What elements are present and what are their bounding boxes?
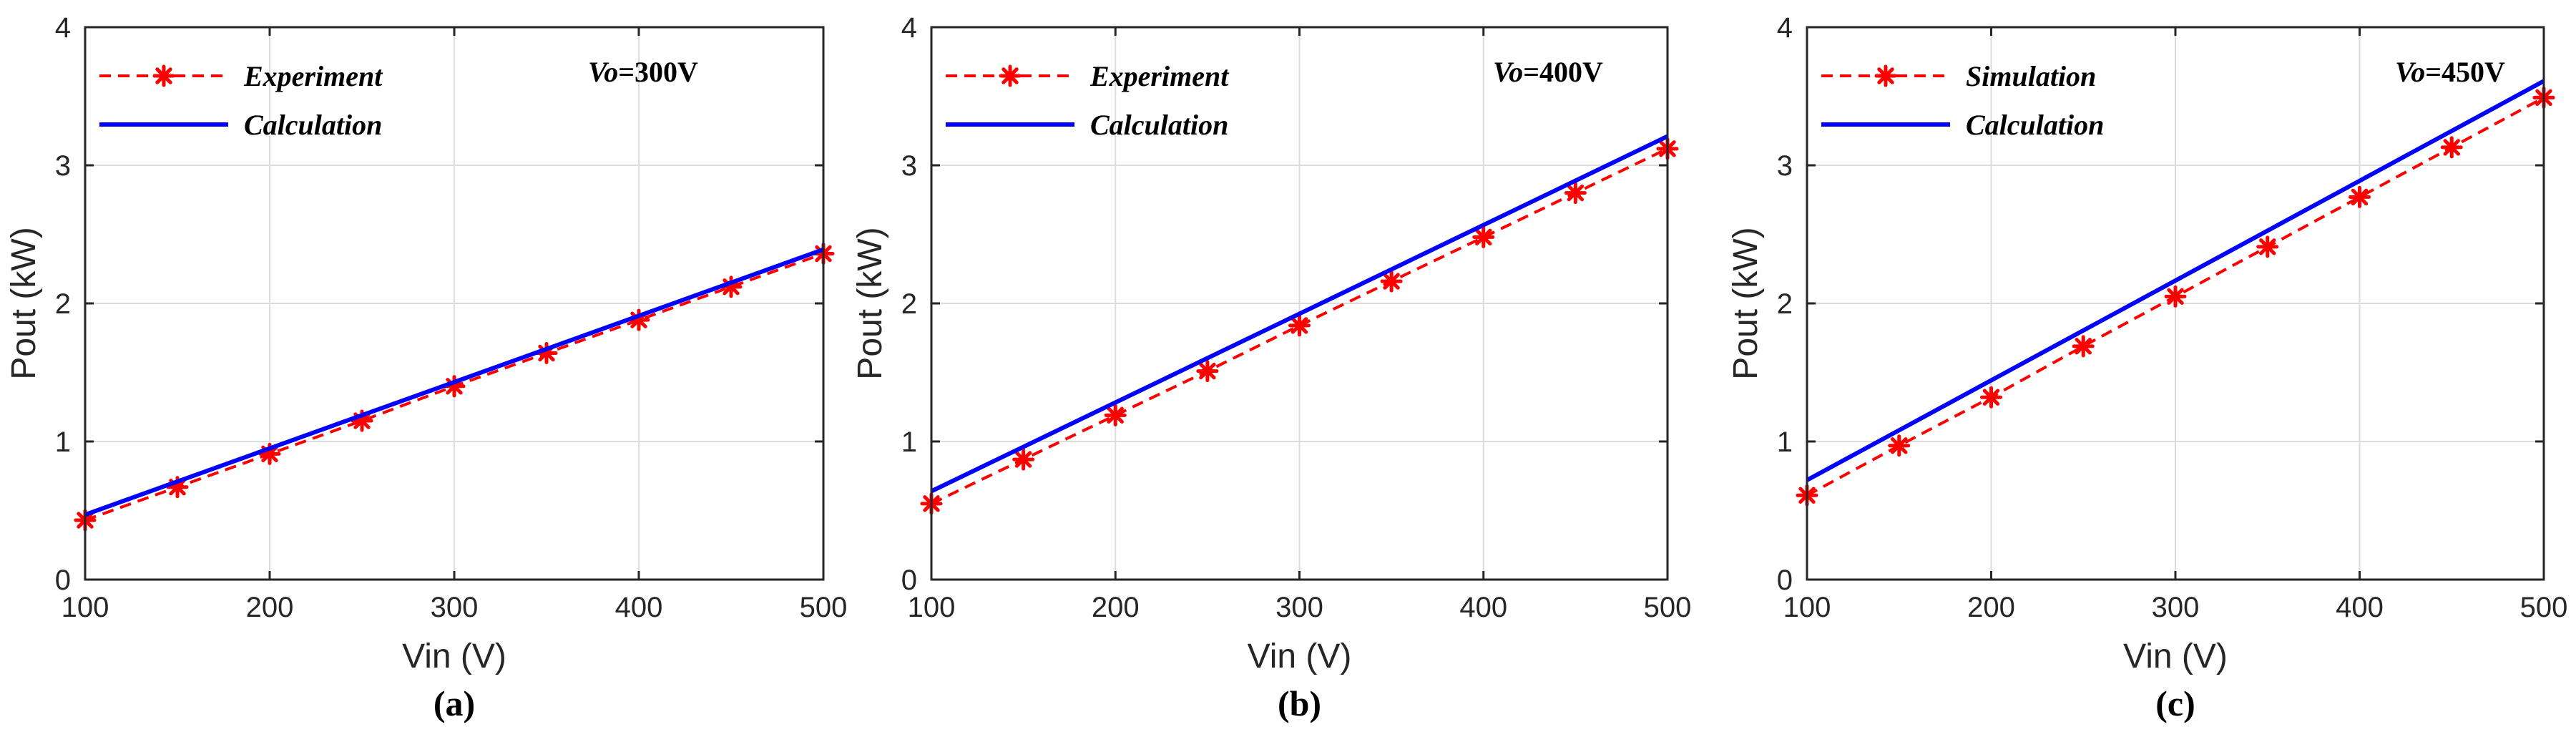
data-point-marker	[2256, 235, 2279, 258]
legend-marker	[152, 64, 175, 87]
x-axis-label: Vin (V)	[1248, 638, 1352, 675]
data-point-marker	[1196, 360, 1219, 383]
x-tick-label: 100	[1783, 592, 1831, 623]
chart-panel-3: 100 200 300 400 500 0 1 2 3 4 Vin (V) Pout (kW) (c) S…	[1727, 12, 2567, 723]
x-tick-label: 300	[431, 592, 479, 623]
y-axis-label: Pout (kW)	[1727, 227, 1765, 379]
y-tick-label: 3	[1777, 150, 1793, 182]
y-tick-label: 3	[55, 150, 71, 182]
y-tick-label: 2	[55, 288, 71, 320]
x-axis-label: Vin (V)	[402, 638, 506, 675]
annotation-value: =400V	[1523, 56, 1603, 88]
chart-panel-2: 100 200 300 400 500 0 1 2 3 4 Vin (V) Pout (kW) (b) E…	[851, 12, 1691, 723]
annotation-variable: Vo	[588, 56, 618, 88]
annotation-variable: Vo	[1493, 56, 1523, 88]
x-axis-label: Vin (V)	[2123, 638, 2228, 675]
annotation-value: =300V	[618, 56, 698, 88]
data-point-marker	[1104, 404, 1127, 426]
x-tick-label: 400	[1459, 592, 1507, 623]
x-tick-label: 500	[1644, 592, 1692, 623]
legend: Experiment Calculation	[946, 60, 1230, 141]
y-tick-label: 4	[1777, 12, 1793, 44]
y-tick-label: 3	[901, 150, 917, 182]
y-tick-label: 0	[55, 565, 71, 596]
x-tick-label: 300	[2152, 592, 2200, 623]
legend: Experiment Calculation	[99, 60, 383, 141]
output-voltage-annotation: Vo=400V	[1493, 56, 1603, 88]
legend-label: Calculation	[1966, 109, 2104, 141]
panel-label: (a)	[434, 683, 475, 723]
y-axis-label: Pout (kW)	[5, 227, 43, 379]
legend-label: Simulation	[1966, 60, 2096, 92]
legend-label: Calculation	[244, 109, 382, 141]
x-tick-label: 300	[1275, 592, 1323, 623]
y-tick-label: 0	[901, 565, 917, 596]
y-tick-label: 0	[1777, 565, 1793, 596]
data-point-marker	[2349, 185, 2371, 208]
x-tick-label: 400	[615, 592, 663, 623]
data-point-marker	[1888, 434, 1911, 457]
legend-marker	[1874, 64, 1897, 87]
x-tick-label: 100	[908, 592, 956, 623]
x-tick-label: 200	[1967, 592, 2015, 623]
series-line-calculation	[84, 247, 825, 517]
series-line-experiment	[931, 147, 1668, 505]
data-point-marker	[1980, 386, 2002, 409]
data-point-marker	[1288, 314, 1311, 337]
y-tick-label: 4	[901, 12, 917, 44]
chart-panel-1: 100 200 300 400 500 0 1 2 3 4 Vin (V) Pout (kW) (a) E…	[5, 12, 847, 723]
x-tick-label: 100	[62, 592, 109, 623]
data-point-marker	[2440, 136, 2463, 159]
output-voltage-annotation: Vo=450V	[2395, 56, 2505, 88]
y-tick-label: 2	[901, 288, 917, 320]
x-tick-label: 400	[2336, 592, 2384, 623]
legend-label: Experiment	[243, 60, 383, 92]
y-tick-label: 1	[55, 426, 71, 458]
x-tick-label: 200	[246, 592, 294, 623]
legend-label: Experiment	[1089, 60, 1230, 92]
y-tick-label: 1	[901, 426, 917, 458]
data-point-marker	[1564, 182, 1587, 205]
data-point-marker	[1012, 448, 1035, 471]
x-tick-label: 500	[800, 592, 848, 623]
x-tick-label: 200	[1092, 592, 1140, 623]
x-tick-label: 500	[2520, 592, 2568, 623]
legend-marker	[999, 64, 1022, 87]
series-line-calculation	[930, 134, 1669, 494]
panel-label: (b)	[1278, 683, 1321, 723]
y-tick-label: 1	[1777, 426, 1793, 458]
output-voltage-annotation: Vo=300V	[588, 56, 698, 88]
data-point-marker	[2072, 335, 2095, 358]
y-axis-label: Pout (kW)	[851, 227, 889, 379]
y-tick-label: 4	[55, 12, 71, 44]
legend-label: Calculation	[1090, 109, 1228, 141]
data-point-marker	[1380, 270, 1403, 293]
annotation-variable: Vo	[2395, 56, 2425, 88]
legend: Simulation Calculation	[1821, 60, 2104, 141]
annotation-value: =450V	[2425, 56, 2505, 88]
series-line-calculation	[1806, 79, 2545, 482]
data-point-marker	[2164, 285, 2187, 308]
data-point-marker	[1472, 225, 1495, 248]
panel-label: (c)	[2155, 683, 2195, 723]
y-tick-label: 2	[1777, 288, 1793, 320]
